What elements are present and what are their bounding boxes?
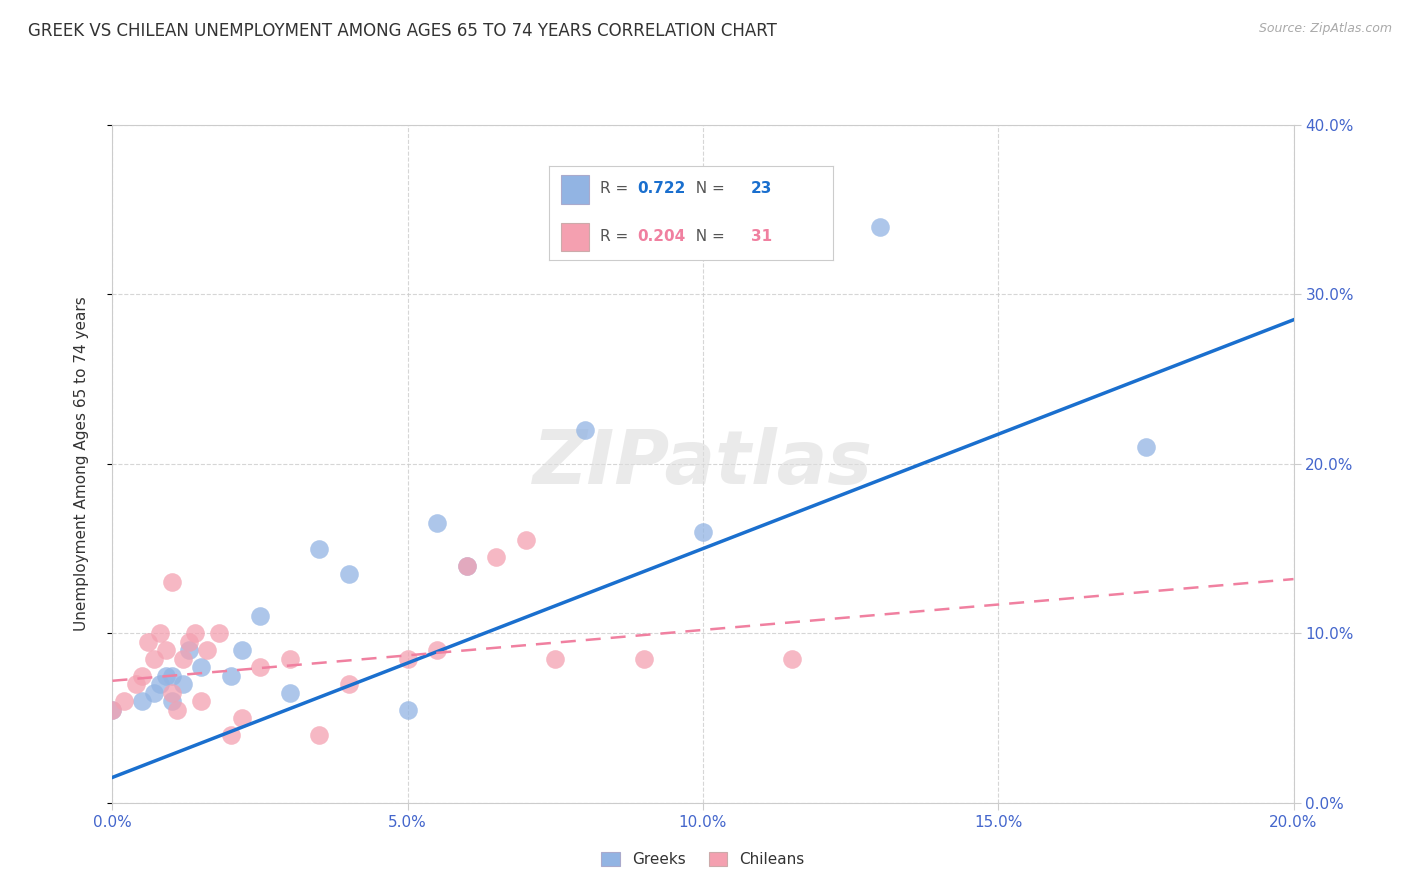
Point xyxy=(544,651,567,665)
Point xyxy=(172,651,194,665)
Text: Source: ZipAtlas.com: Source: ZipAtlas.com xyxy=(1258,22,1392,36)
Point xyxy=(278,685,301,699)
Point xyxy=(155,669,177,683)
Point xyxy=(142,685,165,699)
Point xyxy=(184,626,207,640)
Point xyxy=(692,524,714,539)
Point xyxy=(131,669,153,683)
Point xyxy=(179,643,201,657)
Point xyxy=(160,669,183,683)
Point xyxy=(136,635,159,649)
Point xyxy=(166,703,188,717)
Point xyxy=(149,677,172,691)
Point xyxy=(231,711,253,725)
Point xyxy=(780,651,803,665)
Text: GREEK VS CHILEAN UNEMPLOYMENT AMONG AGES 65 TO 74 YEARS CORRELATION CHART: GREEK VS CHILEAN UNEMPLOYMENT AMONG AGES… xyxy=(28,22,778,40)
Point xyxy=(190,660,212,674)
Point xyxy=(249,660,271,674)
Point xyxy=(219,669,242,683)
Point xyxy=(1135,440,1157,454)
Point xyxy=(396,651,419,665)
Point xyxy=(160,685,183,699)
Point xyxy=(308,541,330,556)
Point xyxy=(515,533,537,548)
Point xyxy=(101,703,124,717)
Point xyxy=(190,694,212,708)
Point xyxy=(456,558,478,573)
Point xyxy=(142,651,165,665)
Point xyxy=(574,423,596,437)
Point xyxy=(426,643,449,657)
Point xyxy=(633,651,655,665)
Point xyxy=(308,728,330,742)
Point xyxy=(337,677,360,691)
Point xyxy=(337,567,360,582)
Point xyxy=(125,677,148,691)
Point xyxy=(160,575,183,590)
Point xyxy=(219,728,242,742)
Point xyxy=(101,703,124,717)
Point xyxy=(249,609,271,624)
Point xyxy=(195,643,218,657)
Legend: Greeks, Chileans: Greeks, Chileans xyxy=(595,846,811,873)
Point xyxy=(231,643,253,657)
Point xyxy=(208,626,231,640)
Point xyxy=(278,651,301,665)
Y-axis label: Unemployment Among Ages 65 to 74 years: Unemployment Among Ages 65 to 74 years xyxy=(75,296,89,632)
Point xyxy=(149,626,172,640)
Point xyxy=(869,219,891,234)
Point xyxy=(456,558,478,573)
Point xyxy=(426,516,449,530)
Point xyxy=(131,694,153,708)
Point xyxy=(172,677,194,691)
Point xyxy=(155,643,177,657)
Point xyxy=(160,694,183,708)
Text: ZIPatlas: ZIPatlas xyxy=(533,427,873,500)
Point xyxy=(485,549,508,565)
Point xyxy=(112,694,135,708)
Point xyxy=(179,635,201,649)
Point xyxy=(396,703,419,717)
